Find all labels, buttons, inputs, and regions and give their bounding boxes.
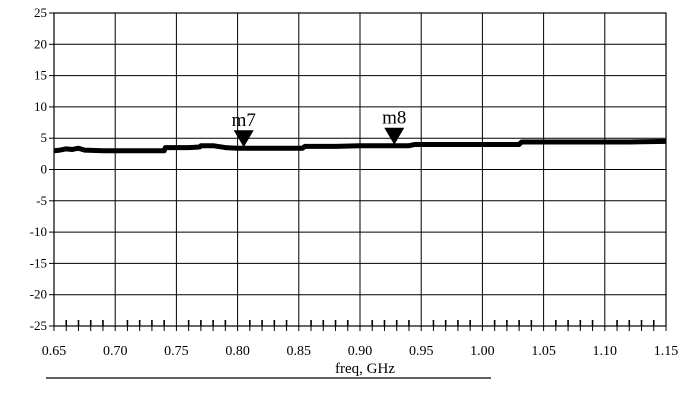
marker-label: m7 bbox=[232, 110, 256, 131]
x-tick-label: 0.70 bbox=[103, 344, 128, 359]
x-tick-label: 1.15 bbox=[654, 344, 679, 359]
y-tick-label: -20 bbox=[30, 287, 47, 302]
y-tick-label: 15 bbox=[34, 68, 47, 83]
marker-triangle bbox=[384, 127, 405, 145]
plot-frame bbox=[53, 12, 667, 327]
y-tick-label: -10 bbox=[30, 224, 47, 239]
y-tick-label: 25 bbox=[34, 5, 47, 20]
y-tick-label: -5 bbox=[36, 193, 47, 208]
y-tick-label: 20 bbox=[34, 36, 47, 51]
x-tick-label: 0.75 bbox=[164, 344, 189, 359]
y-tick-labels: 25 20 15 10 5 0 -5 -10 -15 -20 -25 bbox=[30, 5, 47, 333]
x-tick-labels: 0.65 0.70 0.75 0.80 0.85 0.90 0.95 1.00 1.05 1.10… bbox=[42, 344, 679, 359]
x-tick-label: 1.10 bbox=[593, 344, 618, 359]
x-tick-label: 0.65 bbox=[42, 344, 67, 359]
y-tick-label: -15 bbox=[30, 255, 47, 270]
marker-triangle bbox=[233, 130, 254, 148]
x-tick-label: 0.90 bbox=[348, 344, 373, 359]
y-tick-label: 5 bbox=[41, 130, 48, 145]
y-tick-label: 0 bbox=[41, 162, 48, 177]
series-line bbox=[53, 138, 667, 154]
x-tick-label: 1.05 bbox=[531, 344, 556, 359]
x-tick-label: 1.00 bbox=[470, 344, 495, 359]
y-tick-label: 10 bbox=[34, 99, 47, 114]
x-tick-label: 0.80 bbox=[225, 344, 250, 359]
x-axis-label: freq, GHz bbox=[335, 361, 395, 377]
y-tick-label: -25 bbox=[30, 318, 47, 333]
x-tick-label: 0.85 bbox=[287, 344, 312, 359]
series-layer bbox=[53, 138, 667, 154]
x-tick-label: 0.95 bbox=[409, 344, 434, 359]
grid bbox=[49, 12, 667, 327]
marker-label: m8 bbox=[382, 108, 406, 129]
x-minor-ticks bbox=[53, 320, 667, 331]
marker-layer: m7 m8 bbox=[232, 108, 406, 148]
